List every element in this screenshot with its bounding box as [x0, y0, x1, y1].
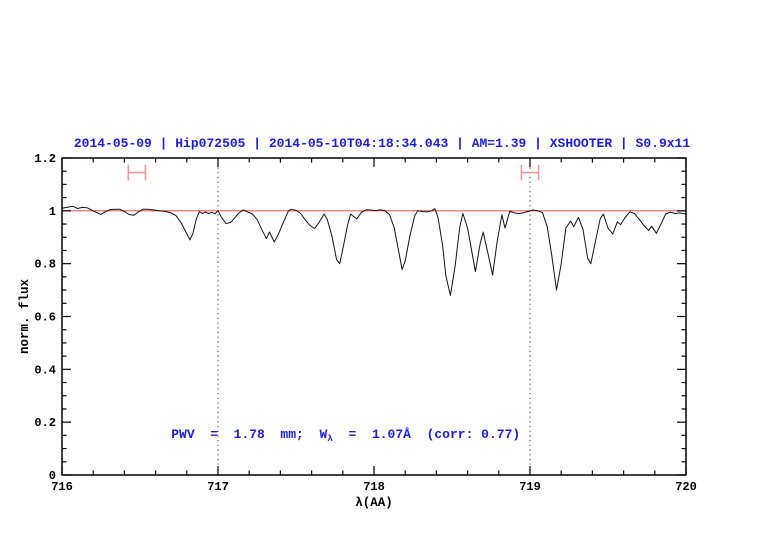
- y-tick-label: 1: [49, 205, 56, 219]
- y-tick-label: 0.6: [34, 311, 56, 325]
- x-tick-label: 719: [519, 480, 541, 494]
- spectrum-line: [61, 205, 687, 296]
- x-tick-label: 720: [675, 480, 697, 494]
- chart-generated-layer: 716 717 718 719 720 0 0.2 0.4 0.6 0.8 1 1.2: [34, 152, 696, 494]
- pwv-annotation-suffix: = 1.07Å (corr: 0.77): [332, 427, 521, 442]
- pwv-annotation-prefix: PWV = 1.78 mm; W: [171, 427, 328, 442]
- y-tick-label: 0.4: [34, 363, 56, 377]
- y-tick-label: 1.2: [34, 152, 56, 166]
- pwv-annotation-lambda-subscript: λ: [327, 433, 333, 444]
- y-tick-label: 0.2: [34, 416, 56, 430]
- x-tick-label: 718: [363, 480, 385, 494]
- x-axis-label: λ(AA): [355, 496, 393, 510]
- y-tick-label: 0.8: [34, 258, 56, 272]
- x-tick-label: 717: [207, 480, 229, 494]
- x-tick-label: 716: [51, 480, 73, 494]
- plot-title: 2014-05-09 | Hip072505 | 2014-05-10T04:1…: [73, 136, 691, 151]
- y-axis-label: norm. flux: [18, 278, 32, 354]
- y-tick-label: 0: [49, 469, 56, 483]
- pwv-annotation: PWV = 1.78 mm; Wλ = 1.07Å (corr: 0.77): [140, 412, 520, 459]
